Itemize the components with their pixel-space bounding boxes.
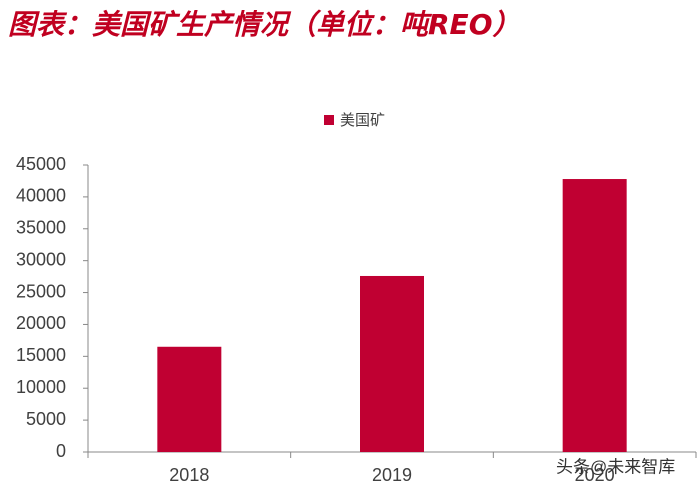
y-tick-label: 40000 [16, 186, 66, 206]
bar [157, 346, 222, 452]
legend-label: 美国矿 [340, 111, 385, 129]
y-tick-label: 5000 [26, 409, 66, 429]
x-tick-label: 2018 [169, 465, 209, 485]
y-tick-label: 35000 [16, 218, 66, 238]
watermark: 头条@未来智库 [556, 457, 675, 476]
y-tick-label: 0 [56, 441, 66, 461]
x-tick-label: 2019 [372, 465, 412, 485]
y-tick-label: 10000 [16, 377, 66, 397]
chart-title: 图表：美国矿生产情况（单位：吨REO） [8, 8, 521, 41]
y-tick-label: 20000 [16, 313, 66, 333]
y-tick-label: 30000 [16, 249, 66, 269]
y-tick-label: 25000 [16, 281, 66, 301]
y-tick-label: 15000 [16, 345, 66, 365]
bar [360, 275, 424, 452]
bar [562, 179, 627, 452]
legend-swatch [324, 115, 334, 125]
x-tick-label: 2020 [575, 465, 615, 485]
y-tick-label: 45000 [16, 154, 66, 174]
